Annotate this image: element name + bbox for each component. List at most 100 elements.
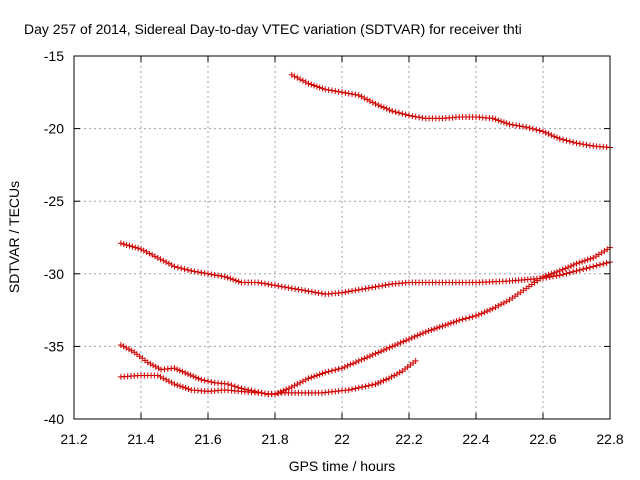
data-point [255, 279, 262, 286]
data-point [125, 346, 132, 353]
data-point [516, 122, 523, 129]
data-point [201, 377, 208, 384]
data-point [570, 261, 577, 268]
data-point [294, 74, 301, 81]
data-point [282, 284, 289, 291]
data-point [339, 89, 345, 96]
data-point [152, 363, 159, 370]
y-axis-label: SDTVAR / TECUs [6, 181, 22, 293]
data-point [548, 270, 555, 277]
data-point [375, 283, 382, 290]
data-point [394, 340, 401, 347]
data-point [285, 385, 292, 392]
data-point [316, 84, 323, 91]
data-point [332, 366, 339, 373]
data-point [450, 319, 457, 326]
data-point [411, 333, 418, 340]
data-point [506, 121, 513, 128]
data-point [185, 385, 192, 392]
data-point [378, 348, 385, 355]
data-point [272, 391, 278, 398]
data-point [261, 280, 268, 287]
data-point [171, 365, 178, 372]
data-point [382, 282, 389, 289]
data-point [416, 114, 423, 121]
data-point [235, 278, 242, 285]
data-point [143, 249, 150, 256]
data-point [583, 141, 590, 148]
data-point [288, 384, 295, 391]
data-point [369, 351, 376, 358]
data-point [576, 259, 583, 266]
data-point [587, 255, 594, 262]
x-tick-label: 21.4 [127, 431, 154, 447]
data-point [291, 73, 298, 80]
data-point [305, 288, 312, 295]
data-point [556, 135, 563, 142]
data-point [280, 387, 287, 394]
data-point [344, 362, 351, 369]
data-point [123, 241, 130, 248]
data-point [181, 266, 188, 273]
x-tick-label: 22.4 [462, 431, 489, 447]
data-point [459, 316, 466, 323]
data-point [123, 344, 130, 351]
data-point [358, 93, 365, 100]
data-point [369, 99, 376, 106]
data-marks [117, 71, 613, 398]
data-point [352, 359, 359, 366]
data-point [383, 345, 390, 352]
data-point [447, 320, 454, 327]
data-point [155, 365, 162, 372]
data-point [174, 366, 181, 373]
grid [74, 56, 610, 419]
data-point [299, 77, 306, 84]
data-point [178, 265, 185, 272]
data-point [328, 367, 335, 374]
data-point [179, 368, 186, 375]
data-point [225, 381, 232, 388]
data-point [567, 263, 574, 270]
data-point [509, 121, 516, 128]
data-point [593, 262, 600, 269]
data-point [179, 384, 186, 391]
data-point [399, 110, 406, 117]
data-point [160, 257, 167, 264]
data-point [533, 126, 540, 133]
data-point [163, 259, 170, 266]
data-point [174, 264, 181, 271]
data-point [335, 366, 342, 373]
data-point [359, 286, 366, 293]
data-point [211, 271, 218, 278]
data-point [380, 104, 387, 111]
data-point [151, 253, 158, 260]
data-point [218, 273, 225, 280]
data-point [339, 365, 345, 372]
data-point [495, 117, 502, 124]
data-point [495, 302, 502, 309]
y-tick-label: -35 [44, 338, 64, 354]
data-point [297, 76, 304, 83]
data-point [466, 314, 473, 321]
data-point [120, 343, 127, 350]
data-point [492, 304, 499, 311]
data-point [177, 383, 184, 390]
data-point [372, 283, 379, 290]
data-point [565, 264, 572, 271]
data-point [147, 360, 154, 367]
data-point [473, 312, 479, 319]
data-point [341, 363, 348, 370]
data-point [409, 113, 416, 120]
data-point [383, 105, 390, 112]
x-tick-label: 22.8 [596, 431, 623, 447]
data-point [319, 370, 326, 377]
data-point [227, 275, 234, 282]
y-tick-label: -15 [44, 48, 64, 64]
data-point [138, 246, 144, 253]
data-point [288, 285, 295, 292]
data-point [355, 384, 362, 391]
data-point [332, 88, 339, 95]
data-point [526, 125, 533, 132]
data-point [391, 372, 398, 379]
